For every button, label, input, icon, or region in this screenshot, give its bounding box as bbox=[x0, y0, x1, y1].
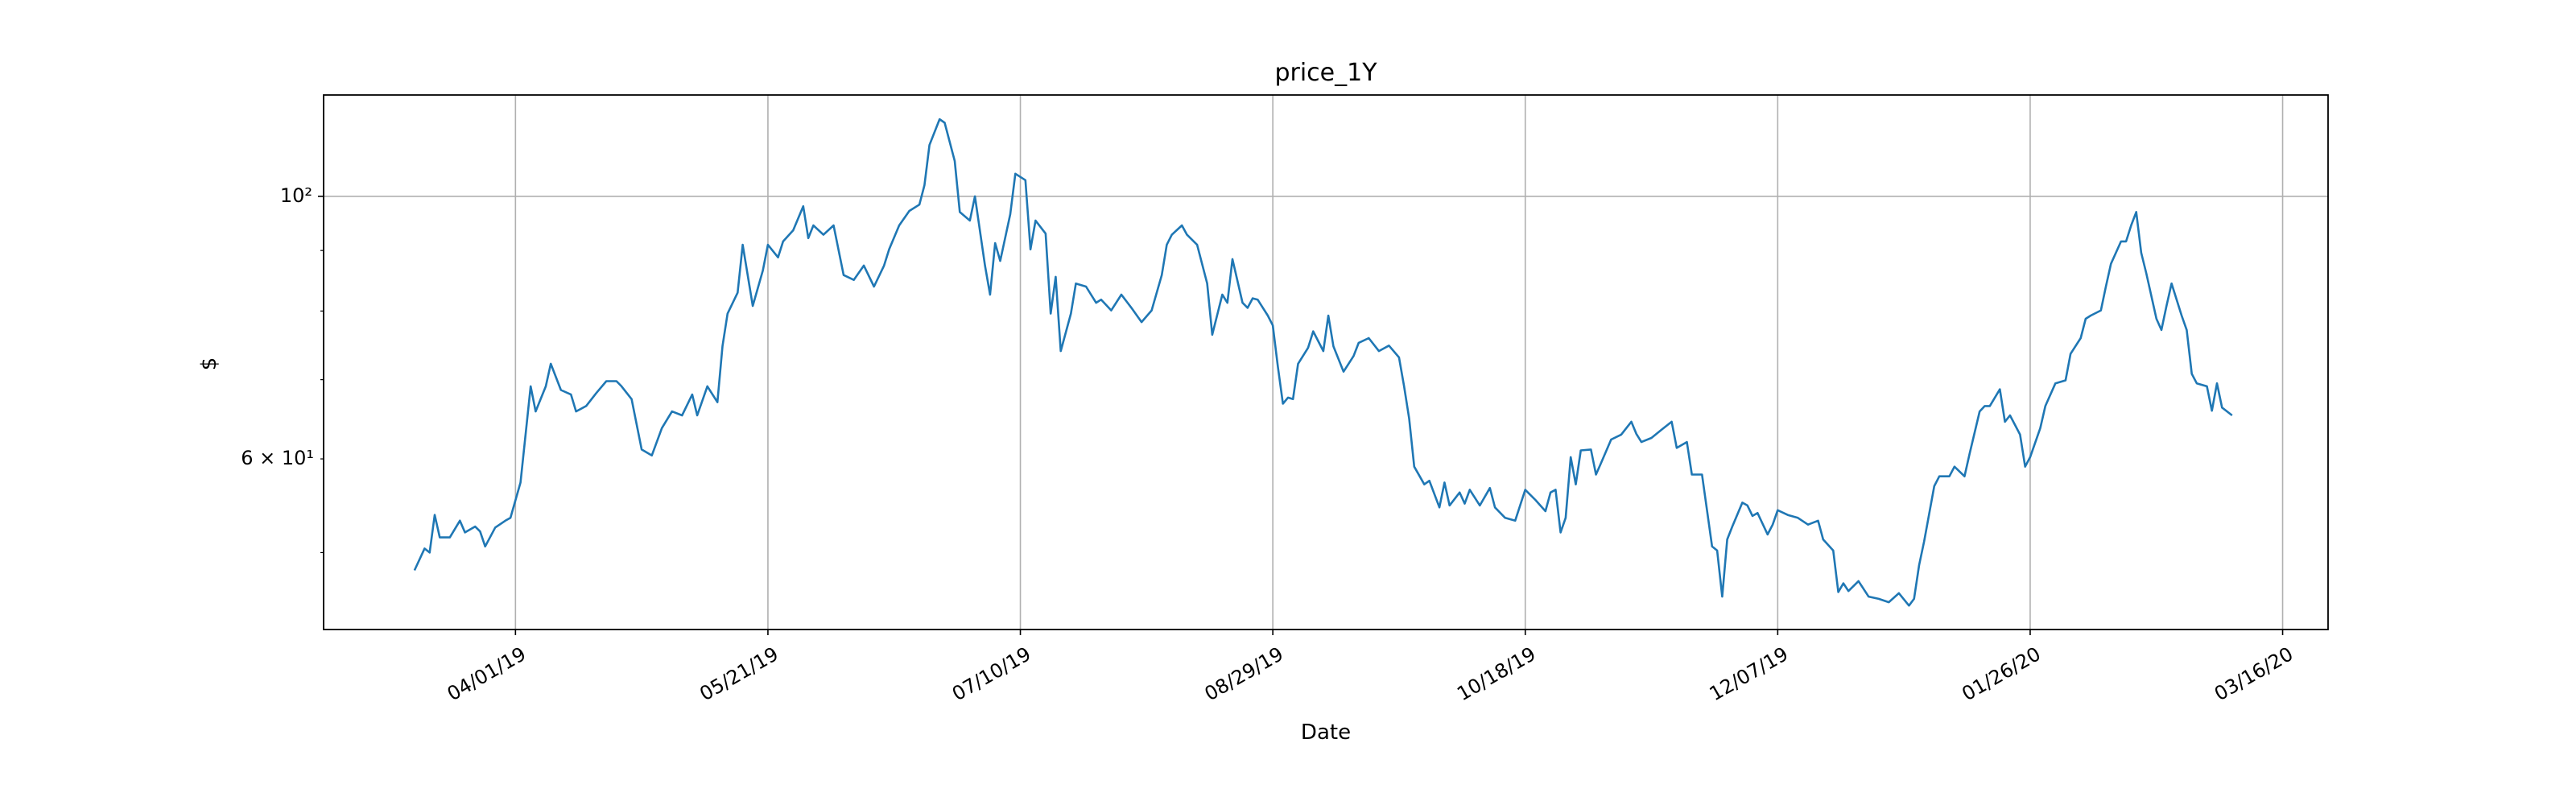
x-axis-label: Date bbox=[1301, 720, 1351, 745]
chart-title: price_1Y bbox=[1274, 59, 1377, 87]
y-tick-label: 6 × 10¹ bbox=[241, 447, 314, 469]
y-tick-label: 10² bbox=[280, 184, 312, 207]
price-line bbox=[413, 118, 2233, 607]
plot-frame bbox=[323, 94, 2329, 630]
y-axis-label: $ bbox=[197, 357, 221, 371]
